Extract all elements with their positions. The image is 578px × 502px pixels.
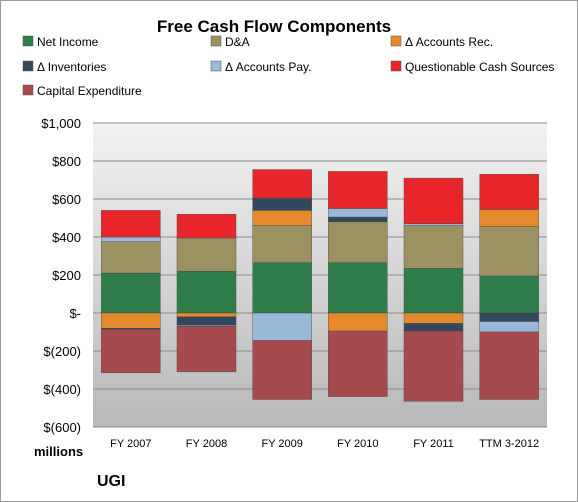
legend-item-accounts-pay: Δ Accounts Pay. <box>210 60 312 74</box>
bar-segment-accounts-rec <box>252 210 312 226</box>
bar-segment-d-a <box>328 221 388 263</box>
y-tick-label: $600 <box>52 192 81 207</box>
bar-segment-inventories <box>328 216 388 223</box>
bar-segment-questionable-cash-sources <box>328 171 388 209</box>
bar-segment-d-a <box>403 225 464 269</box>
bar-segment-d-a <box>252 225 312 263</box>
bar-segment-accounts-rec <box>328 312 388 332</box>
legend: Net Income D&A Δ Accounts Rec. Δ Inventorie… <box>22 35 554 98</box>
gridlines <box>93 122 547 428</box>
legend-item-capital-expenditure: Capital Expenditure <box>22 84 142 98</box>
bar-segment-net-income <box>176 271 237 314</box>
legend-label: Δ Accounts Rec. <box>405 35 493 49</box>
x-tick-label: FY 2011 <box>413 438 454 450</box>
bar-segment-inventories <box>479 312 539 322</box>
bar-segment-accounts-pay <box>252 312 312 341</box>
bar-stack-fy-2008 <box>176 213 237 373</box>
bar-segment-questionable-cash-sources <box>252 169 312 199</box>
legend-swatch <box>390 35 402 47</box>
legend-swatch <box>210 35 222 47</box>
bar-stack-fy-2010 <box>328 171 388 397</box>
bar-segment-d-a <box>176 237 237 272</box>
bar-segment-accounts-pay <box>328 208 388 218</box>
bar-segment-net-income <box>101 272 161 314</box>
y-tick-label: $(400) <box>43 382 81 397</box>
unit-label: millions <box>34 444 83 459</box>
y-axis: $1,000 $800 $600 $400 $200 $- $(200) $(400) $(60… <box>41 116 81 435</box>
bar-segment-accounts-pay <box>479 321 539 333</box>
bar-segment-capital-expenditure <box>252 340 312 400</box>
y-tick-label: $400 <box>52 230 81 245</box>
bar-segment-capital-expenditure <box>479 331 539 400</box>
x-axis: FY 2007 FY 2008 FY 2009 FY 2010 FY 2011 TTM 3… <box>110 438 539 450</box>
bar-segment-inventories <box>176 316 237 326</box>
legend-label: Δ Accounts Pay. <box>225 60 312 74</box>
bar-segment-capital-expenditure <box>176 326 237 373</box>
bar-stack-fy-2007 <box>101 210 161 374</box>
bar-stack-fy-2011 <box>403 177 464 402</box>
x-tick-label: FY 2008 <box>186 438 227 450</box>
bar-segment-questionable-cash-sources <box>479 174 539 210</box>
bar-segment-accounts-rec <box>479 209 539 227</box>
y-tick-label: $(600) <box>43 420 81 435</box>
bar-segment-questionable-cash-sources <box>176 213 237 239</box>
bar-segment-questionable-cash-sources <box>403 177 464 224</box>
bar-segment-questionable-cash-sources <box>101 210 161 238</box>
bar-segment-d-a <box>479 226 539 277</box>
x-tick-label: FY 2010 <box>337 438 378 450</box>
x-tick-label: FY 2009 <box>261 438 302 450</box>
bar-segment-net-income <box>403 268 464 314</box>
bar-segment-inventories <box>403 323 464 332</box>
y-tick-label: $(200) <box>43 344 81 359</box>
bar-segment-capital-expenditure <box>328 330 388 397</box>
company-label: UGI <box>97 473 125 490</box>
bar-segment-d-a <box>101 241 161 274</box>
y-tick-label: $800 <box>52 154 81 169</box>
legend-item-questionable-cash-sources: Questionable Cash Sources <box>390 60 554 74</box>
x-tick-label: FY 2007 <box>110 438 151 450</box>
x-tick-label: TTM 3-2012 <box>479 438 539 450</box>
bar-segment-accounts-pay <box>403 223 464 226</box>
legend-label: Δ Inventories <box>37 60 106 74</box>
legend-label: Questionable Cash Sources <box>405 60 554 74</box>
y-tick-label: $200 <box>52 268 81 283</box>
legend-swatch <box>22 60 34 72</box>
legend-item-inventories: Δ Inventories <box>22 60 106 74</box>
bar-segment-capital-expenditure <box>403 330 464 402</box>
bar-segment-net-income <box>479 275 539 314</box>
chart-title: Free Cash Flow Components <box>157 17 391 36</box>
bar-stack-fy-2009 <box>252 169 312 400</box>
legend-swatch <box>390 60 402 72</box>
bar-segment-net-income <box>252 262 312 314</box>
bar-segment-accounts-pay <box>101 236 161 242</box>
y-tick-label: $- <box>69 306 81 321</box>
legend-item-d-a: D&A <box>210 35 250 49</box>
bar-segment-net-income <box>328 262 388 314</box>
bar-segment-accounts-rec <box>176 312 237 317</box>
bar-stack-ttm-3-2012 <box>479 174 539 400</box>
legend-label: D&A <box>225 35 250 49</box>
legend-swatch <box>22 84 34 96</box>
legend-item-accounts-rec: Δ Accounts Rec. <box>390 35 493 49</box>
bar-segment-inventories <box>252 197 312 211</box>
legend-label: Capital Expenditure <box>37 84 142 98</box>
bar-segment-accounts-rec <box>101 312 161 329</box>
legend-label: Net Income <box>37 35 99 49</box>
y-tick-label: $1,000 <box>41 116 81 131</box>
legend-swatch <box>210 60 222 72</box>
legend-item-net-income: Net Income <box>22 35 99 49</box>
bar-segment-capital-expenditure <box>101 328 161 374</box>
bar-segment-accounts-rec <box>403 312 464 324</box>
bars <box>101 169 539 402</box>
legend-swatch <box>22 35 34 47</box>
